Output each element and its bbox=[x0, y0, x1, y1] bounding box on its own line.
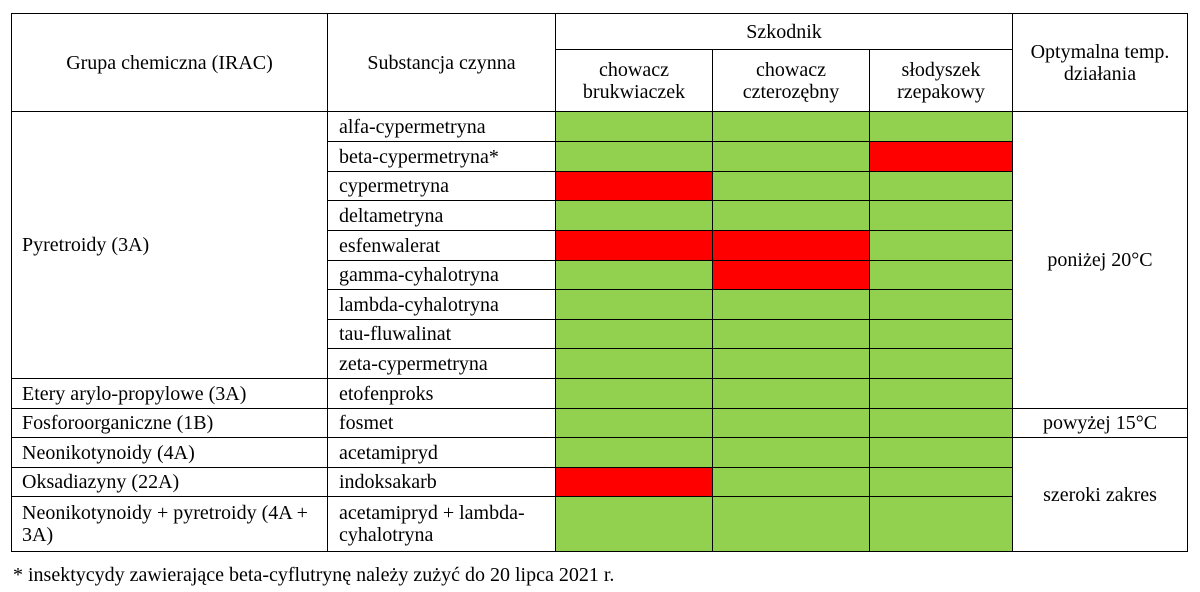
status-cell bbox=[555, 260, 713, 290]
group-oksadiazyny: Oksadiazyny (22A) bbox=[11, 467, 328, 497]
status-cell bbox=[712, 408, 870, 438]
header-substance: Substancja czynna bbox=[327, 13, 556, 112]
status-cell bbox=[712, 319, 870, 349]
header-group: Grupa chemiczna (IRAC) bbox=[11, 13, 328, 112]
header-temp: Optymalna temp. działania bbox=[1012, 13, 1188, 112]
footnote: * insektycydy zawierające beta-cyflutryn… bbox=[13, 564, 615, 586]
status-cell bbox=[555, 230, 713, 261]
status-cell bbox=[555, 200, 713, 231]
status-cell bbox=[712, 378, 870, 409]
status-cell bbox=[869, 260, 1013, 290]
substance-cell: etofenproks bbox=[327, 378, 556, 409]
status-cell bbox=[869, 200, 1013, 231]
header-pest: Szkodnik bbox=[555, 13, 1013, 50]
substance-cell: lambda-cyhalotryna bbox=[327, 289, 556, 320]
header-pest-2: chowacz czterozębny bbox=[712, 49, 870, 112]
group-etery: Etery arylo-propylowe (3A) bbox=[11, 378, 328, 409]
header-pest-1: chowacz brukwiaczek bbox=[555, 49, 713, 112]
temp-wide-range: szeroki zakres bbox=[1012, 437, 1188, 552]
status-cell bbox=[555, 408, 713, 438]
status-cell bbox=[869, 348, 1013, 379]
status-cell bbox=[712, 348, 870, 379]
group-neonikotynoidy-pyretroidy: Neonikotynoidy + pyretroidy (4A + 3A) bbox=[11, 496, 328, 552]
substance-cell: acetamipryd + lambda-cyhalotryna bbox=[327, 496, 556, 552]
status-cell bbox=[555, 348, 713, 379]
substance-cell: cypermetryna bbox=[327, 171, 556, 201]
status-cell bbox=[869, 408, 1013, 438]
status-cell bbox=[555, 171, 713, 201]
substance-cell: alfa-cypermetryna bbox=[327, 111, 556, 142]
status-cell bbox=[869, 496, 1013, 552]
status-cell bbox=[869, 230, 1013, 261]
status-cell bbox=[869, 111, 1013, 142]
status-cell bbox=[712, 260, 870, 290]
status-cell bbox=[712, 467, 870, 497]
status-cell bbox=[555, 319, 713, 349]
status-cell bbox=[555, 289, 713, 320]
status-cell bbox=[869, 319, 1013, 349]
status-cell bbox=[555, 496, 713, 552]
status-cell bbox=[712, 496, 870, 552]
status-cell bbox=[555, 378, 713, 409]
group-pyretroidy: Pyretroidy (3A) bbox=[11, 111, 328, 379]
status-cell bbox=[869, 171, 1013, 201]
status-cell bbox=[712, 437, 870, 468]
status-cell bbox=[712, 111, 870, 142]
status-cell bbox=[869, 378, 1013, 409]
header-pest-3: słodyszek rzepakowy bbox=[869, 49, 1013, 112]
status-cell bbox=[555, 141, 713, 172]
substance-cell: gamma-cyhalotryna bbox=[327, 260, 556, 290]
insecticide-table: Grupa chemiczna (IRAC) Substancja czynna… bbox=[11, 13, 1188, 552]
substance-cell: acetamipryd bbox=[327, 437, 556, 468]
substance-cell: beta-cypermetryna* bbox=[327, 141, 556, 172]
substance-cell: indoksakarb bbox=[327, 467, 556, 497]
status-cell bbox=[555, 111, 713, 142]
status-cell bbox=[712, 200, 870, 231]
group-neonikotynoidy: Neonikotynoidy (4A) bbox=[11, 437, 328, 468]
status-cell bbox=[869, 437, 1013, 468]
substance-cell: zeta-cypermetryna bbox=[327, 348, 556, 379]
group-fosforoorganiczne: Fosforoorganiczne (1B) bbox=[11, 408, 328, 438]
temp-below-20: poniżej 20°C bbox=[1012, 111, 1188, 409]
status-cell bbox=[712, 141, 870, 172]
substance-cell: tau-fluwalinat bbox=[327, 319, 556, 349]
status-cell bbox=[712, 230, 870, 261]
status-cell bbox=[712, 171, 870, 201]
status-cell bbox=[869, 141, 1013, 172]
substance-cell: fosmet bbox=[327, 408, 556, 438]
status-cell bbox=[555, 437, 713, 468]
status-cell bbox=[869, 467, 1013, 497]
status-cell bbox=[869, 289, 1013, 320]
substance-cell: esfenwalerat bbox=[327, 230, 556, 261]
substance-cell: deltametryna bbox=[327, 200, 556, 231]
status-cell bbox=[712, 289, 870, 320]
status-cell bbox=[555, 467, 713, 497]
temp-above-15: powyżej 15°C bbox=[1012, 408, 1188, 438]
